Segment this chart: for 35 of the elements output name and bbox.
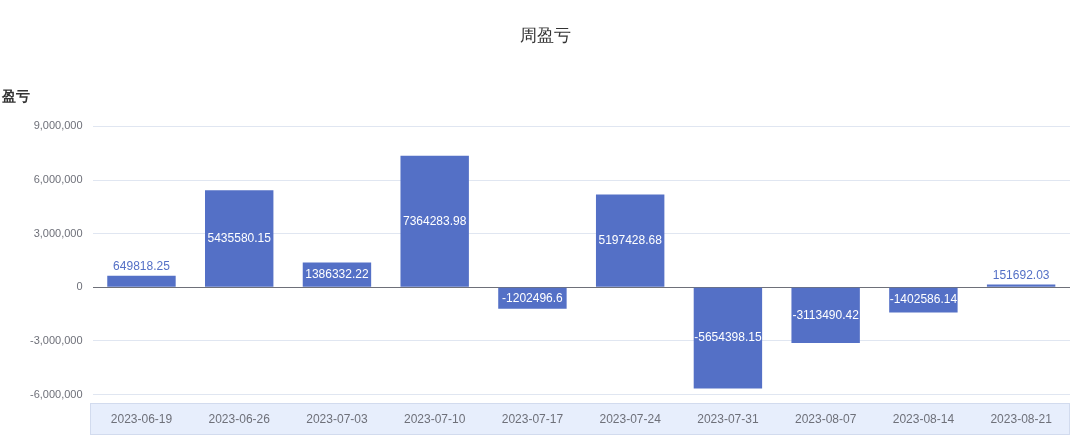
y-tick-label: 9,000,000 xyxy=(33,119,83,132)
bar xyxy=(986,284,1056,287)
data-label: 7364283.98 xyxy=(402,213,467,228)
bar xyxy=(400,155,469,287)
y-tick-label: 0 xyxy=(76,280,83,293)
x-tick-label: 2023-07-03 xyxy=(306,412,368,427)
data-label: -5654398.15 xyxy=(694,330,762,345)
bar xyxy=(595,194,665,287)
x-tick-label: 2023-08-21 xyxy=(990,412,1053,427)
bar xyxy=(791,287,860,343)
bar xyxy=(107,275,176,287)
data-label: -1202496.6 xyxy=(502,290,564,305)
x-tick-label: 2023-07-24 xyxy=(599,412,662,427)
data-label: 5197428.68 xyxy=(598,232,663,247)
y-tick-label: 6,000,000 xyxy=(33,173,83,186)
x-tick-label: 2023-06-19 xyxy=(110,412,173,427)
x-tick-label: 2023-07-10 xyxy=(403,412,466,427)
bar xyxy=(693,287,763,389)
x-tick-label: 2023-08-14 xyxy=(892,412,955,427)
y-tick-label: -3,000,000 xyxy=(29,333,83,346)
x-tick-label: 2023-06-26 xyxy=(208,412,271,427)
data-label: 5435580.15 xyxy=(207,230,272,245)
bar xyxy=(205,190,274,287)
data-label: -3113490.42 xyxy=(792,307,860,322)
data-label: 151692.03 xyxy=(992,267,1050,282)
x-tick-label: 2023-08-07 xyxy=(794,412,857,427)
data-label: 1386332.22 xyxy=(305,266,369,281)
y-axis-title: 盈亏 xyxy=(1,87,30,104)
chart-title: 周盈亏 xyxy=(519,25,571,45)
y-tick-label: 3,000,000 xyxy=(33,226,83,239)
x-tick-label: 2023-07-17 xyxy=(501,412,564,427)
data-label: -1402586.14 xyxy=(889,292,958,307)
x-tick-label: 2023-07-31 xyxy=(697,412,759,427)
y-tick-label: -6,000,000 xyxy=(29,387,83,400)
data-label: 649818.25 xyxy=(113,259,171,274)
